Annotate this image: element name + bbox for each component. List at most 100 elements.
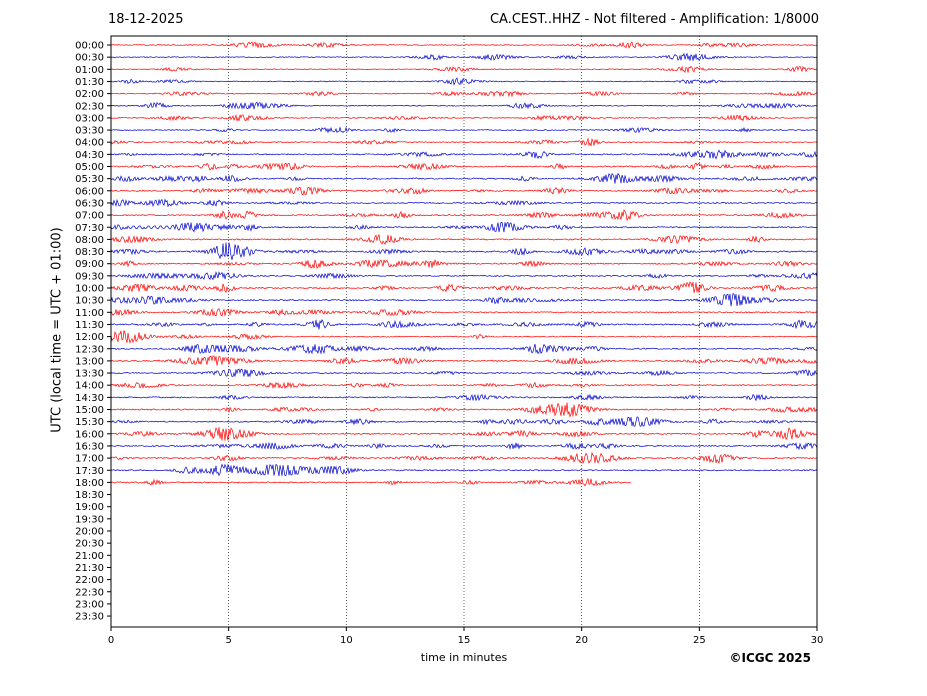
y-tick-label: 05:30 bbox=[75, 174, 104, 185]
copyright-text: ©ICGC 2025 bbox=[729, 651, 811, 665]
y-tick-label: 22:30 bbox=[75, 587, 104, 598]
y-tick-label: 05:00 bbox=[75, 162, 104, 173]
trace-row-0800 bbox=[110, 233, 818, 245]
y-tick-label: 09:30 bbox=[75, 271, 104, 282]
trace-row-0630 bbox=[110, 198, 818, 208]
y-tick-label: 20:00 bbox=[75, 527, 104, 538]
y-tick-label: 23:30 bbox=[75, 612, 104, 623]
y-tick-label: 08:30 bbox=[75, 247, 104, 258]
y-tick-label: 10:30 bbox=[75, 296, 104, 307]
trace-row-0230 bbox=[110, 101, 818, 110]
y-tick-label: 19:00 bbox=[75, 502, 104, 513]
trace-row-0030 bbox=[110, 52, 818, 61]
trace-row-0700 bbox=[110, 208, 818, 221]
y-tick-label: 16:00 bbox=[75, 429, 104, 440]
x-tick-label: 20 bbox=[575, 635, 588, 646]
trace-row-0900 bbox=[110, 259, 818, 269]
y-tick-label: 23:00 bbox=[75, 599, 104, 610]
y-tick-label: 15:30 bbox=[75, 417, 104, 428]
trace-row-1330 bbox=[110, 368, 818, 378]
y-tick-label: 17:30 bbox=[75, 466, 104, 477]
trace-row-0730 bbox=[110, 221, 818, 233]
trace-row-1400 bbox=[110, 381, 818, 390]
chart-title: CA.CEST..HHZ - Not filtered - Amplificat… bbox=[489, 12, 819, 27]
trace-row-0400 bbox=[110, 137, 818, 147]
y-tick-label: 00:30 bbox=[75, 53, 104, 64]
grid-lines bbox=[228, 36, 700, 627]
trace-row-1530 bbox=[110, 416, 818, 427]
trace-row-1800 bbox=[110, 477, 632, 487]
trace-row-0000 bbox=[110, 41, 818, 49]
y-tick-label: 03:00 bbox=[75, 113, 104, 124]
y-tick-label: 04:30 bbox=[75, 150, 104, 161]
y-tick-label: 09:00 bbox=[75, 259, 104, 270]
y-tick-label: 04:00 bbox=[75, 138, 104, 149]
trace-row-0500 bbox=[110, 162, 818, 171]
y-tick-label: 11:30 bbox=[75, 320, 104, 331]
trace-row-1100 bbox=[110, 308, 818, 317]
y-tick-label: 07:00 bbox=[75, 211, 104, 222]
y-tick-label: 06:30 bbox=[75, 198, 104, 209]
y-tick-label: 22:00 bbox=[75, 575, 104, 586]
y-tick-label: 07:30 bbox=[75, 223, 104, 234]
trace-row-1030 bbox=[110, 293, 818, 307]
trace-row-0430 bbox=[110, 149, 818, 160]
x-tick-label: 10 bbox=[340, 635, 353, 646]
y-tick-label: 02:30 bbox=[75, 101, 104, 112]
y-tick-label: 14:30 bbox=[75, 393, 104, 404]
trace-row-1000 bbox=[110, 281, 818, 294]
y-tick-label: 19:30 bbox=[75, 514, 104, 525]
y-tick-label: 00:00 bbox=[75, 41, 104, 52]
trace-row-0530 bbox=[110, 172, 818, 184]
trace-row-1630 bbox=[110, 441, 818, 451]
x-tick-label: 25 bbox=[693, 635, 706, 646]
y-tick-label: 14:00 bbox=[75, 381, 104, 392]
y-tick-label: 16:30 bbox=[75, 441, 104, 452]
chart-date: 18-12-2025 bbox=[108, 12, 184, 27]
y-tick-label: 18:30 bbox=[75, 490, 104, 501]
trace-row-1130 bbox=[110, 319, 818, 330]
y-tick-label: 06:00 bbox=[75, 186, 104, 197]
trace-row-1600 bbox=[110, 427, 818, 441]
plot-frame bbox=[110, 35, 818, 628]
y-tick-label: 21:30 bbox=[75, 563, 104, 574]
trace-row-0300 bbox=[110, 114, 818, 122]
trace-row-0830 bbox=[110, 242, 818, 260]
y-tick-label: 20:30 bbox=[75, 539, 104, 550]
y-tick-label: 11:00 bbox=[75, 308, 104, 319]
trace-row-1300 bbox=[110, 355, 818, 366]
trace-row-0100 bbox=[110, 65, 818, 74]
y-tick-label: 12:00 bbox=[75, 332, 104, 343]
y-tick-label: 13:00 bbox=[75, 356, 104, 367]
trace-row-1430 bbox=[110, 393, 818, 402]
y-tick-label: 12:30 bbox=[75, 344, 104, 355]
trace-row-0330 bbox=[110, 126, 818, 134]
x-axis-ticks: 0 5 10 15 20 25 30 bbox=[108, 627, 824, 646]
y-tick-label: 15:00 bbox=[75, 405, 104, 416]
y-tick-label: 13:30 bbox=[75, 369, 104, 380]
seismic-traces bbox=[110, 41, 818, 487]
trace-row-1700 bbox=[110, 451, 818, 465]
y-tick-label: 03:30 bbox=[75, 126, 104, 137]
y-tick-label: 17:00 bbox=[75, 454, 104, 465]
y-tick-label: 08:00 bbox=[75, 235, 104, 246]
y-tick-label: 10:00 bbox=[75, 284, 104, 295]
y-tick-label: 21:00 bbox=[75, 551, 104, 562]
trace-row-1230 bbox=[110, 343, 818, 355]
trace-row-1730 bbox=[110, 463, 818, 477]
trace-row-0930 bbox=[110, 271, 818, 281]
trace-row-0130 bbox=[110, 77, 818, 86]
trace-row-1500 bbox=[110, 402, 818, 418]
y-tick-label: 18:00 bbox=[75, 478, 104, 489]
x-tick-label: 15 bbox=[458, 635, 471, 646]
x-tick-label: 30 bbox=[811, 635, 824, 646]
x-tick-label: 5 bbox=[225, 635, 231, 646]
trace-row-0200 bbox=[110, 90, 818, 98]
y-tick-label: 02:00 bbox=[75, 89, 104, 100]
x-axis-label: time in minutes bbox=[420, 651, 508, 664]
y-tick-label: 01:00 bbox=[75, 65, 104, 76]
x-tick-label: 0 bbox=[108, 635, 114, 646]
trace-row-1200 bbox=[110, 330, 818, 344]
